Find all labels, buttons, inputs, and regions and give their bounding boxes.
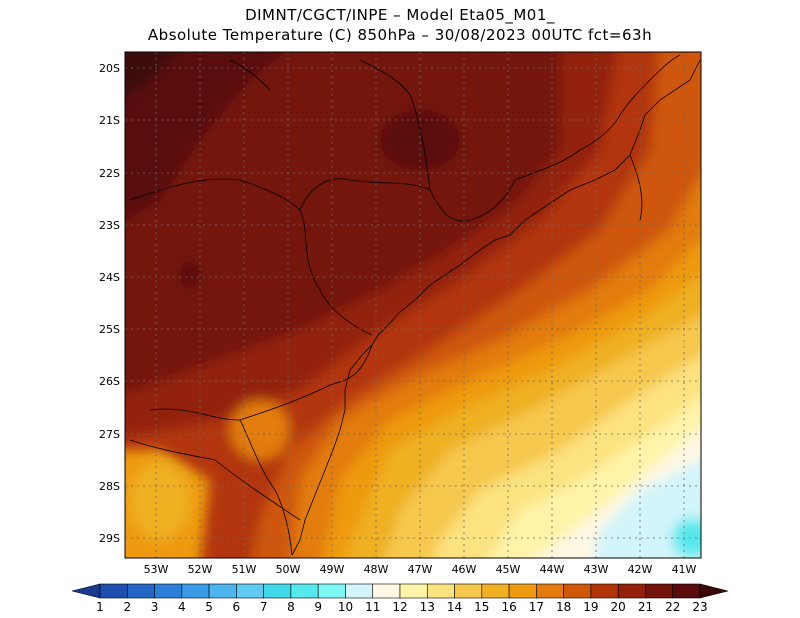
colorbar-bin [645, 583, 674, 599]
colorbar-bin [99, 583, 128, 599]
colorbar-bin [263, 583, 292, 599]
lat-label: 26S [99, 375, 120, 388]
lon-label: 49W [320, 563, 345, 576]
colorbar-bin [426, 583, 455, 599]
lon-label: 45W [496, 563, 521, 576]
lat-label: 24S [99, 271, 120, 284]
temperature-field [125, 52, 701, 558]
colorbar-label: 3 [151, 600, 159, 614]
colorbar-label: 17 [529, 600, 544, 614]
lon-label: 41W [672, 563, 697, 576]
lon-label: 43W [584, 563, 609, 576]
colorbar-bin [181, 583, 210, 599]
title-line-2: Absolute Temperature (C) 850hPa – 30/08/… [147, 26, 653, 44]
lat-lon-grid [125, 52, 701, 558]
title-line-1: DIMNT/CGCT/INPE – Model Eta05_M01_ [245, 6, 555, 24]
coastline-and-borders [129, 54, 701, 556]
colorbar-label: 2 [123, 600, 131, 614]
colorbar-label: 15 [474, 600, 489, 614]
colorbar-label: 23 [692, 600, 707, 614]
colorbar-left-arrow [71, 583, 101, 599]
colorbar-label: 14 [447, 600, 462, 614]
colorbar-bin [399, 583, 428, 599]
colorbar-bin [508, 583, 537, 599]
colorbar-label: 22 [665, 600, 680, 614]
colorbar-right-arrow [699, 583, 729, 599]
colorbar-label: 13 [420, 600, 435, 614]
lat-label: 21S [99, 114, 120, 127]
lat-label: 29S [99, 532, 120, 545]
colorbar-label: 1 [96, 600, 104, 614]
lon-label: 42W [628, 563, 653, 576]
colorbar-bin [208, 583, 237, 599]
colorbar-label: 9 [314, 600, 322, 614]
colorbar-label: 4 [178, 600, 186, 614]
colorbar-label: 8 [287, 600, 295, 614]
colorbar-label: 16 [501, 600, 516, 614]
colorbar-bin [236, 583, 264, 599]
latitude-labels: 20S 21S 22S 23S 24S 25S 26S 27S 28S 29S [99, 62, 120, 545]
lon-label: 52W [188, 563, 213, 576]
lon-label: 51W [232, 563, 257, 576]
lat-label: 22S [99, 167, 120, 180]
lon-label: 44W [540, 563, 565, 576]
colorbar: 1 2 3 4 5 6 7 8 9 10 11 12 13 14 15 16 17 18 19 20 21 22 23 [71, 583, 729, 614]
colorbar-label: 20 [611, 600, 626, 614]
colorbar-label: 21 [638, 600, 653, 614]
colorbar-label: 12 [392, 600, 407, 614]
colorbar-label: 6 [233, 600, 241, 614]
lat-label: 25S [99, 323, 120, 336]
colorbar-bin [617, 583, 646, 599]
lon-label: 46W [452, 563, 477, 576]
colorbar-bin [590, 583, 619, 599]
colorbar-bin [126, 583, 155, 599]
colorbar-label: 19 [583, 600, 598, 614]
map-frame [124, 51, 702, 559]
colorbar-label: 5 [205, 600, 213, 614]
colorbar-bin [290, 583, 319, 599]
colorbar-label: 11 [365, 600, 380, 614]
lat-label: 28S [99, 480, 120, 493]
lon-label: 53W [144, 563, 169, 576]
colorbar-label: 18 [556, 600, 571, 614]
colorbar-bin [454, 583, 483, 599]
lon-label: 50W [276, 563, 301, 576]
lat-label: 27S [99, 428, 120, 441]
colorbar-bin [672, 583, 701, 599]
lon-label: 47W [408, 563, 433, 576]
lon-label: 48W [364, 563, 389, 576]
colorbar-bin [536, 583, 564, 599]
colorbar-bin [372, 583, 401, 599]
longitude-labels: 53W 52W 51W 50W 49W 48W 47W 46W 45W 44W … [144, 563, 697, 576]
lat-label: 23S [99, 219, 120, 232]
colorbar-bin [563, 583, 592, 599]
colorbar-bin [481, 583, 510, 599]
colorbar-label: 7 [260, 600, 268, 614]
colorbar-bin [317, 583, 346, 599]
colorbar-label: 10 [338, 600, 353, 614]
colorbar-bin [154, 583, 183, 599]
lat-label: 20S [99, 62, 120, 75]
colorbar-bin [345, 583, 374, 599]
